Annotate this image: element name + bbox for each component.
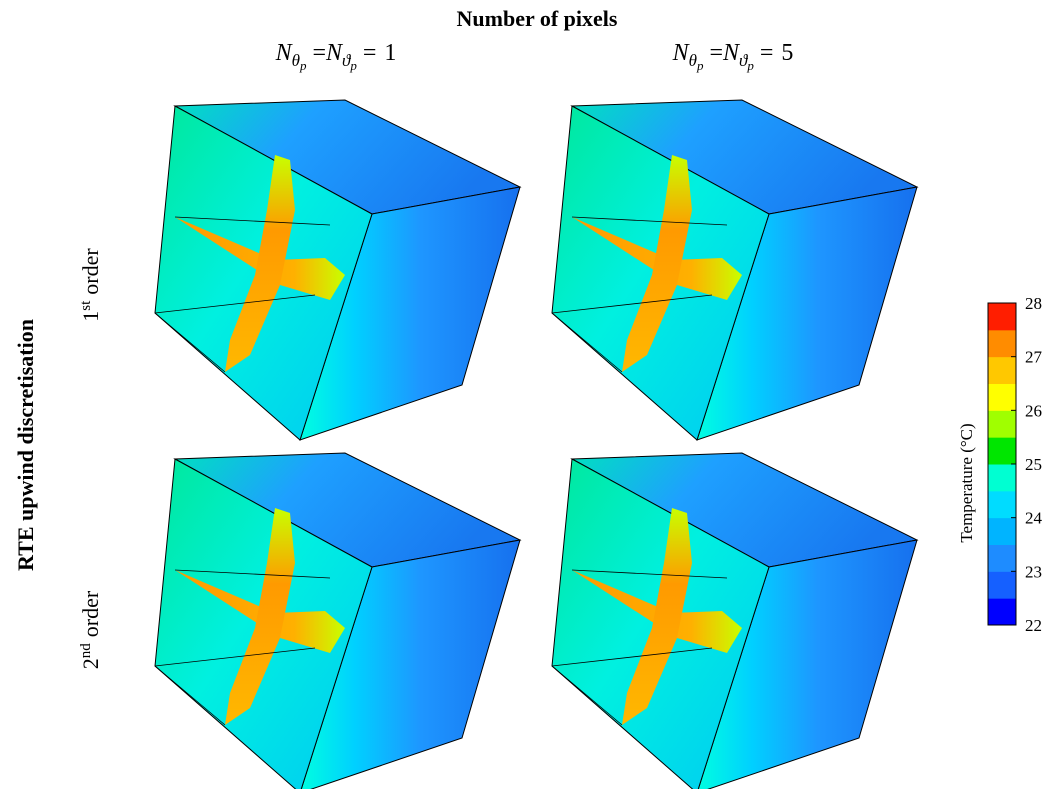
colorbar-tick-label: 26 (1025, 401, 1042, 420)
contour-plot (552, 100, 917, 440)
relation: = (363, 40, 377, 66)
relation: = (760, 40, 774, 66)
subscript: p (746, 58, 754, 73)
row-label: 2nd order (78, 590, 103, 669)
ordinal-suffix: st (78, 300, 94, 311)
row-group-title: RTE upwind discretisation (13, 319, 38, 571)
subscript: p (299, 58, 307, 73)
contour-plot (155, 453, 520, 789)
colorbar-label: Temperature (°C) (957, 423, 976, 542)
colorbar-tick-label: 28 (1025, 294, 1042, 313)
word: order (78, 590, 103, 637)
figure: Number of pixels RTE upwind discretisati… (0, 0, 1048, 789)
value: 5 (781, 40, 793, 66)
colorbar-band (988, 491, 1016, 518)
subscript: θ (292, 51, 300, 70)
word: order (78, 248, 103, 295)
ordinal-suffix: nd (78, 643, 94, 659)
row-label: 1st order (78, 248, 103, 322)
colorbar-band (988, 384, 1016, 411)
subscript: θ (689, 51, 697, 70)
colorbar-band (988, 571, 1016, 598)
subscript: p (696, 58, 704, 73)
relation: = (312, 40, 326, 66)
subscript: p (349, 58, 357, 73)
ordinal: 2 (78, 658, 103, 669)
value: 1 (384, 40, 396, 66)
contour-plot (552, 453, 917, 789)
contour-plot (155, 100, 520, 440)
colorbar-tick-label: 24 (1025, 509, 1043, 528)
colorbar-band (988, 545, 1016, 572)
ordinal: 1 (78, 311, 103, 322)
relation: = (709, 40, 723, 66)
colorbar-band (988, 598, 1016, 625)
column-label: Nθp=Nϑp=1 (275, 40, 397, 73)
colorbar-tick-label: 27 (1025, 348, 1043, 367)
colorbar-band (988, 303, 1016, 330)
colorbar-band (988, 464, 1016, 491)
colorbar-tick-label: 22 (1025, 616, 1042, 635)
colorbar-tick-label: 25 (1025, 455, 1042, 474)
colorbar-band (988, 437, 1016, 464)
colorbar-band (988, 410, 1016, 437)
colorbar-band (988, 330, 1016, 357)
colorbar-tick-label: 23 (1025, 562, 1042, 581)
column-label: Nθp=Nϑp=5 (672, 40, 794, 73)
figure-title: Number of pixels (457, 6, 618, 31)
colorbar-band (988, 357, 1016, 384)
colorbar-band (988, 518, 1016, 545)
